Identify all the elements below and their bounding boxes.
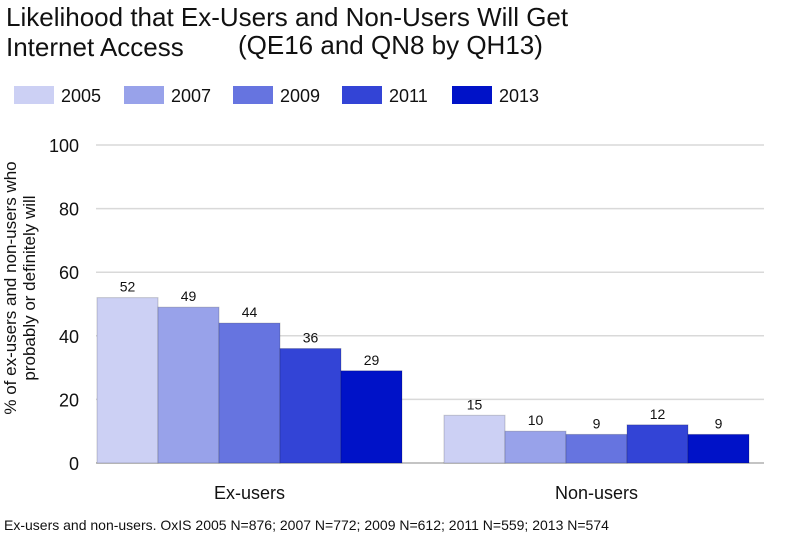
- legend-label-2013: 2013: [499, 86, 540, 106]
- y-tick-label: 60: [59, 263, 79, 283]
- legend-label-2005: 2005: [61, 86, 102, 106]
- legend-swatch-2011: [342, 86, 382, 104]
- data-label: 52: [120, 279, 136, 295]
- bar: [565, 433, 628, 464]
- chart-subtitle: (QE16 and QN8 by QH13): [238, 30, 543, 60]
- bar: [279, 348, 342, 464]
- bar: [340, 370, 403, 464]
- legend-swatch-2005: [14, 86, 54, 104]
- legend-swatch-2007: [124, 86, 164, 104]
- chart-title-line-2: Internet Access: [6, 32, 184, 62]
- y-tick-label: 80: [59, 200, 79, 220]
- bar: [96, 297, 159, 464]
- data-label: 15: [467, 396, 483, 412]
- chart-title-line-1: Likelihood that Ex-Users and Non-Users W…: [6, 2, 569, 32]
- legend-label-2011: 2011: [389, 86, 428, 106]
- x-tick-label: Ex-users: [214, 483, 285, 503]
- y-tick-label: 20: [59, 390, 79, 410]
- data-label: 10: [528, 412, 544, 428]
- bar: [687, 433, 750, 464]
- legend-swatch-2009: [233, 86, 273, 104]
- data-label: 49: [181, 288, 197, 304]
- bar: [218, 322, 281, 464]
- data-label: 36: [303, 330, 319, 346]
- x-tick-label: Non-users: [555, 483, 638, 503]
- y-tick-label: 0: [69, 454, 79, 474]
- y-tick-label: 100: [49, 136, 79, 156]
- legend-swatch-2013: [452, 86, 492, 104]
- bar: [157, 306, 220, 464]
- legend-label-2007: 2007: [171, 86, 212, 106]
- data-label: 44: [242, 304, 258, 320]
- footnote: Ex-users and non-users. OxIS 2005 N=876;…: [4, 517, 609, 533]
- data-label: 9: [593, 415, 601, 431]
- data-label: 12: [650, 406, 666, 422]
- y-tick-label: 40: [59, 327, 79, 347]
- data-label: 29: [364, 352, 380, 368]
- bar: [504, 430, 567, 464]
- legend-label-2009: 2009: [280, 86, 321, 106]
- bar: [626, 424, 689, 464]
- data-label: 9: [715, 415, 723, 431]
- bar: [443, 414, 506, 464]
